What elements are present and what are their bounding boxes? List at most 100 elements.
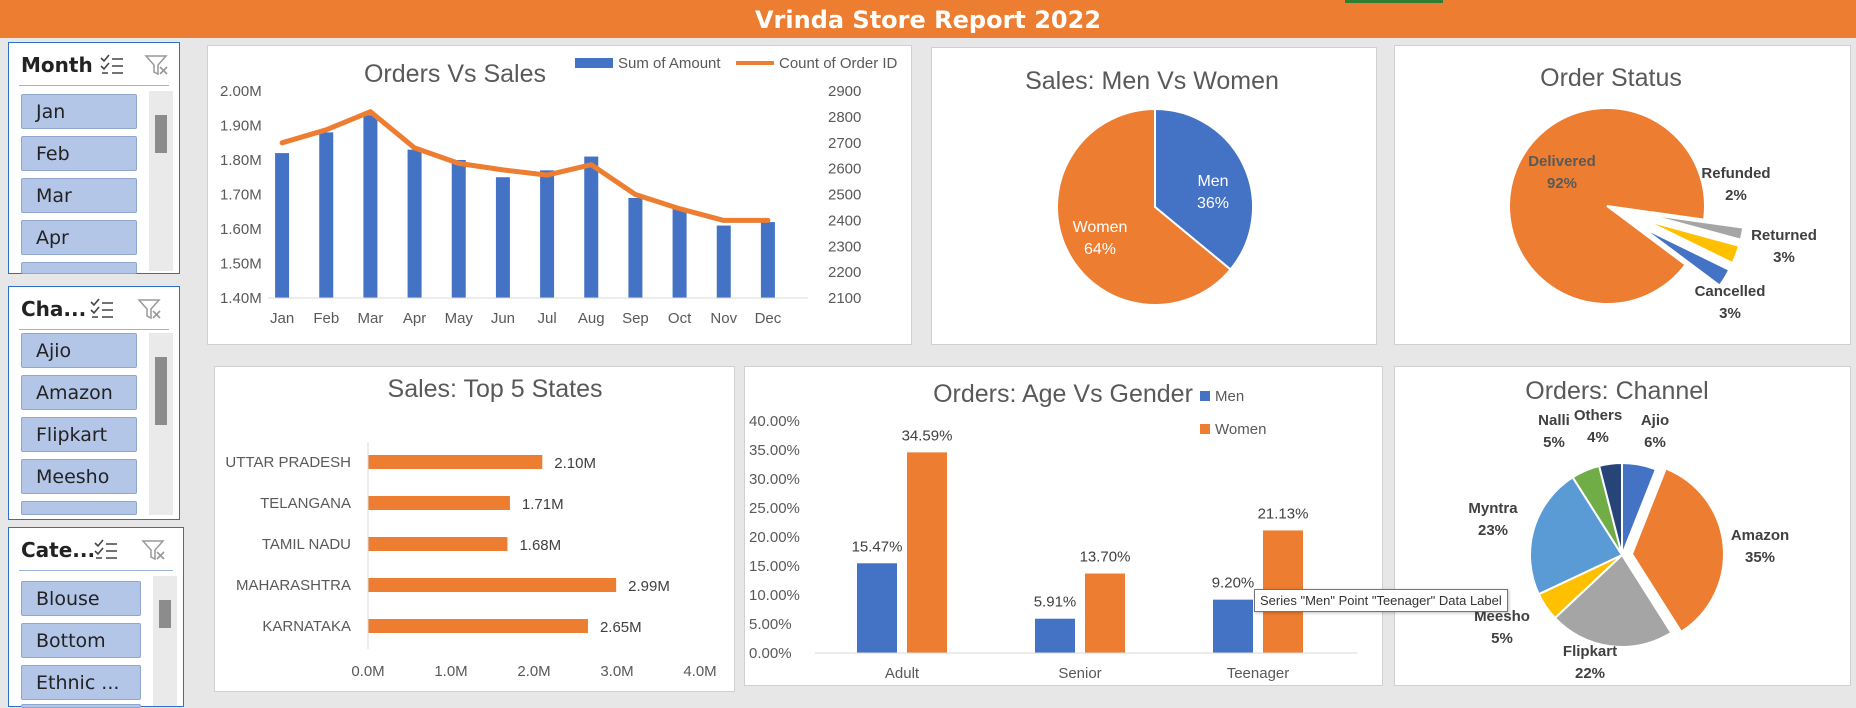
value-label-uttar-pradesh: 2.10M bbox=[554, 455, 596, 472]
y-tick-right: 2700 bbox=[828, 135, 861, 152]
data-label-women-adult: 34.59% bbox=[902, 427, 953, 444]
bar-uttar-pradesh bbox=[368, 455, 543, 469]
data-label-men-senior: 5.91% bbox=[1034, 594, 1077, 611]
multi-select-icon[interactable] bbox=[89, 297, 115, 321]
month-slicer[interactable]: Month Jan Feb Mar Apr bbox=[8, 42, 180, 274]
slicer-item-meesho[interactable]: Meesho bbox=[21, 459, 137, 494]
bar-amount-oct bbox=[672, 208, 687, 298]
x-tick: 0.0M bbox=[351, 663, 384, 680]
y-tick-right: 2900 bbox=[828, 83, 861, 100]
clear-filter-icon[interactable] bbox=[137, 297, 163, 321]
slicer-divider bbox=[19, 329, 169, 330]
slicer-scrollbar[interactable] bbox=[153, 576, 177, 706]
bar-men-senior bbox=[1035, 618, 1075, 653]
data-label-tooltip: Series "Men" Point "Teenager" Data Label bbox=[1254, 589, 1508, 612]
slicer-item-ethnic[interactable]: Ethnic ... bbox=[21, 665, 141, 700]
pie-pct-returned: 3% bbox=[1773, 249, 1795, 266]
pie-slice-refunded bbox=[1645, 213, 1745, 241]
slicer-scrollbar[interactable] bbox=[149, 333, 173, 515]
category-slicer[interactable]: Cate... Blouse Bottom Ethnic ... bbox=[8, 527, 184, 708]
state-label-karnataka: KARNATAKA bbox=[262, 618, 351, 635]
y-tick-right: 2800 bbox=[828, 109, 861, 126]
chart-title: Orders: Age Vs Gender bbox=[933, 380, 1193, 408]
pie-label-flipkart: Flipkart bbox=[1563, 643, 1617, 660]
pie-label-myntra: Myntra bbox=[1468, 500, 1518, 517]
slicer-item-amazon[interactable]: Amazon bbox=[21, 375, 137, 410]
pie-pct-amazon: 35% bbox=[1745, 549, 1775, 566]
x-tick-adult: Adult bbox=[885, 665, 920, 682]
chart-title: Order Status bbox=[1540, 64, 1682, 92]
bar-men-teenager bbox=[1213, 599, 1253, 653]
pie-pct-delivered: 92% bbox=[1547, 175, 1577, 192]
data-label-men-adult: 15.47% bbox=[852, 538, 903, 555]
chart-title: Orders Vs Sales bbox=[364, 60, 546, 88]
y-tick: 15.00% bbox=[749, 558, 800, 575]
x-tick: 3.0M bbox=[600, 663, 633, 680]
y-tick-left: 1.70M bbox=[220, 187, 262, 204]
data-label-women-teenager: 21.13% bbox=[1258, 505, 1309, 522]
state-label-telangana: TELANGANA bbox=[260, 495, 351, 512]
y-tick-left: 1.50M bbox=[220, 256, 262, 273]
clear-filter-icon[interactable] bbox=[144, 53, 170, 77]
channel-slicer[interactable]: Cha... Ajio Amazon Flipkart Meesho bbox=[8, 286, 180, 520]
orders-vs-sales-panel[interactable]: Orders Vs Sales Sum of Amount Count of O… bbox=[207, 45, 912, 345]
y-tick: 40.00% bbox=[749, 413, 800, 430]
chart-title: Sales: Top 5 States bbox=[388, 375, 603, 403]
bar-women-adult bbox=[907, 452, 947, 653]
slicer-item-partial[interactable] bbox=[21, 262, 137, 274]
slicer-item-bottom[interactable]: Bottom bbox=[21, 623, 141, 658]
state-label-tamil-nadu: TAMIL NADU bbox=[262, 536, 351, 553]
slicer-item-apr[interactable]: Apr bbox=[21, 220, 137, 255]
slicer-scrollbar[interactable] bbox=[149, 91, 173, 271]
banner-accent bbox=[1345, 0, 1443, 3]
x-tick-mar: Mar bbox=[357, 310, 383, 327]
y-tick-right: 2200 bbox=[828, 264, 861, 281]
slicer-item-jan[interactable]: Jan bbox=[21, 94, 137, 129]
order-status-panel[interactable]: Order Status Delivered 92% Refunded 2% R… bbox=[1394, 45, 1851, 345]
men-vs-women-panel[interactable]: Sales: Men Vs Women Men 36% Women 64% bbox=[931, 47, 1377, 345]
legend-label-orders: Count of Order ID bbox=[779, 55, 898, 72]
orders-channel-panel[interactable]: Orders: Channel Ajio 6% Amazon 35% Flipk… bbox=[1394, 366, 1851, 686]
top-states-panel[interactable]: Sales: Top 5 States UTTAR PRADESH TELANGA… bbox=[214, 366, 735, 692]
x-tick-senior: Senior bbox=[1058, 665, 1101, 682]
scrollbar-thumb[interactable] bbox=[155, 357, 167, 425]
legend-label-amount: Sum of Amount bbox=[618, 55, 721, 72]
order-status-chart: Order Status Delivered 92% Refunded 2% R… bbox=[1508, 64, 1817, 322]
x-tick-feb: Feb bbox=[313, 310, 339, 327]
pie-pct-myntra: 23% bbox=[1478, 522, 1508, 539]
y-tick-left: 1.80M bbox=[220, 152, 262, 169]
data-label-women-senior: 13.70% bbox=[1080, 549, 1131, 566]
bar-amount-mar bbox=[363, 115, 378, 299]
multi-select-icon[interactable] bbox=[93, 538, 119, 562]
y-tick: 20.00% bbox=[749, 529, 800, 546]
slicer-item-mar[interactable]: Mar bbox=[21, 178, 137, 213]
clear-filter-icon[interactable] bbox=[141, 538, 167, 562]
pie-slice-cancelled bbox=[1640, 225, 1731, 287]
slicer-item-flipkart[interactable]: Flipkart bbox=[21, 417, 137, 452]
scrollbar-thumb[interactable] bbox=[159, 600, 171, 628]
slicer-item-partial[interactable] bbox=[21, 501, 137, 515]
y-tick: 35.00% bbox=[749, 442, 800, 459]
month-slicer-title: Month bbox=[21, 53, 93, 77]
slicer-item-blouse[interactable]: Blouse bbox=[21, 581, 141, 616]
multi-select-icon[interactable] bbox=[99, 53, 125, 77]
y-tick: 10.00% bbox=[749, 587, 800, 604]
pie-label-cancelled: Cancelled bbox=[1695, 283, 1766, 300]
pie-label-women: Women bbox=[1073, 219, 1128, 236]
pie-label-meesho: Meesho bbox=[1474, 608, 1530, 625]
pie-slice-others bbox=[1597, 461, 1623, 556]
bar-amount-apr bbox=[407, 149, 422, 298]
bar-men-adult bbox=[857, 563, 897, 653]
bar-amount-sep bbox=[628, 197, 643, 298]
category-slicer-title: Cate... bbox=[21, 538, 96, 562]
bar-tamil-nadu bbox=[368, 537, 508, 551]
scrollbar-thumb[interactable] bbox=[155, 115, 167, 153]
slicer-item-ajio[interactable]: Ajio bbox=[21, 333, 137, 368]
legend-label-women: Women bbox=[1215, 421, 1266, 438]
age-vs-gender-panel[interactable]: Orders: Age Vs Gender Men Women 40.00% 35… bbox=[744, 366, 1383, 686]
y-tick-right: 2300 bbox=[828, 238, 861, 255]
legend-swatch-amount bbox=[575, 58, 613, 68]
slicer-item-partial[interactable] bbox=[21, 704, 141, 708]
slicer-item-feb[interactable]: Feb bbox=[21, 136, 137, 171]
state-label-maharashtra: MAHARASHTRA bbox=[236, 577, 351, 594]
